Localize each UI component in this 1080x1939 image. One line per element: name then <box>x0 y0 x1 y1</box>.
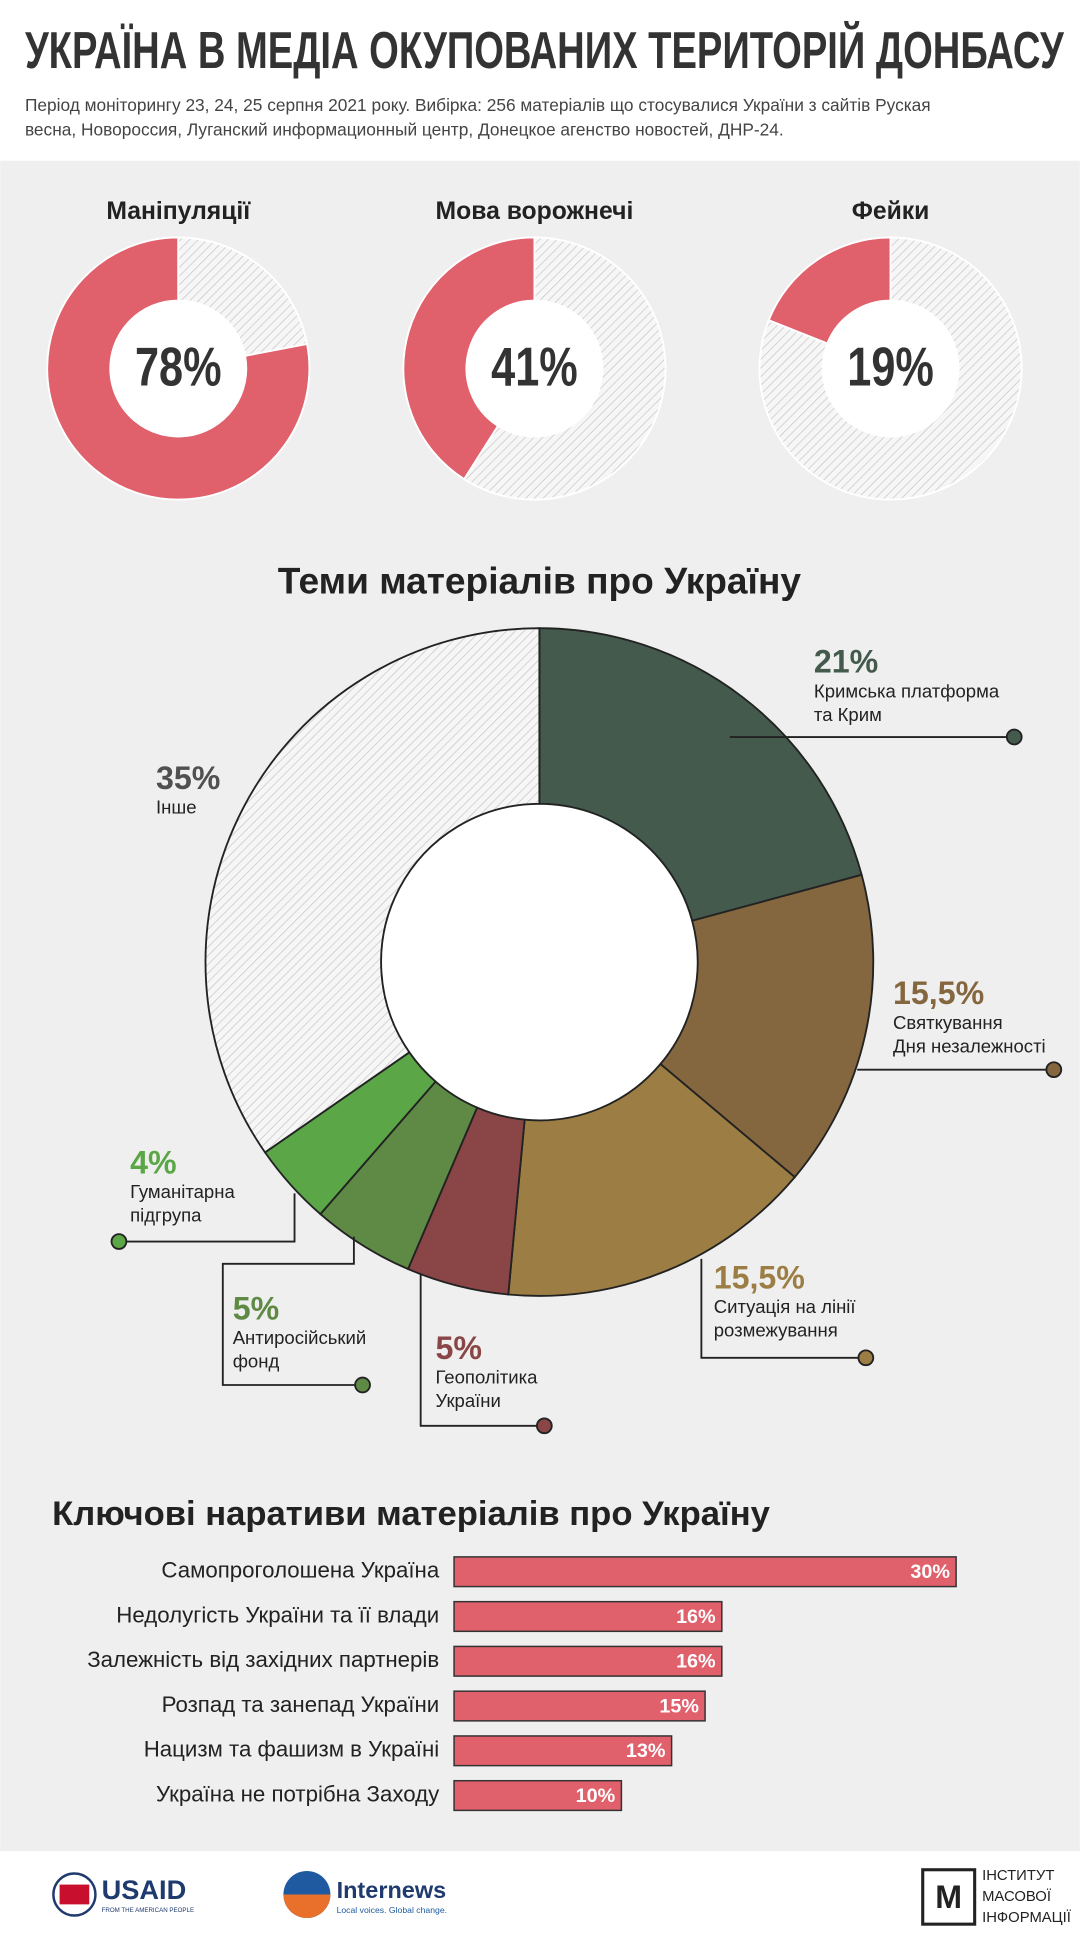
segment-value-label: 15,5% <box>893 975 984 1011</box>
segment-label: фонд <box>233 1351 280 1372</box>
donut-segment <box>46 236 311 501</box>
donut-segment <box>758 236 1023 501</box>
bar-category-label: Нацизм та фашизм в Україні <box>144 1737 439 1762</box>
donut-segment <box>462 236 667 501</box>
donut-title: Маніпуляції <box>106 198 251 225</box>
bar-category-label: Залежність від західних партнерів <box>87 1647 439 1672</box>
bar <box>453 1735 673 1767</box>
leader-line <box>419 1273 545 1427</box>
donut-hole <box>822 300 959 437</box>
donut-hole <box>110 300 247 437</box>
donut-segment <box>538 627 863 922</box>
segment-label: та Крим <box>814 704 882 725</box>
segment-label: Інше <box>156 797 197 818</box>
bar-category-label: Україна не потрібна Заходу <box>156 1781 440 1806</box>
imi-mark: М <box>935 1879 962 1915</box>
segment-label: Кримська платформа <box>814 680 1000 701</box>
segment-label: підгрупа <box>130 1205 202 1226</box>
usaid-logo: USAID <box>102 1874 187 1905</box>
donut-segment <box>402 236 536 481</box>
segment-value-label: 21% <box>814 644 878 680</box>
donut-title: Мова ворожнечі <box>436 198 634 225</box>
segment-label: Геополітика <box>436 1367 539 1388</box>
donut-segment <box>767 236 892 345</box>
bar-value-label: 15% <box>659 1695 699 1717</box>
donut-title: Фейки <box>852 198 930 225</box>
bar <box>453 1556 957 1588</box>
donut-segment <box>177 236 309 357</box>
segment-value-label: 4% <box>130 1144 176 1180</box>
imi-box <box>921 1868 977 1926</box>
leader-dot <box>354 1376 371 1394</box>
internews-icon-part <box>283 1894 331 1918</box>
bar-value-label: 13% <box>626 1740 666 1762</box>
segment-value-label: 15,5% <box>714 1259 805 1295</box>
usaid-seal-inner <box>59 1884 90 1905</box>
donut-hole <box>466 300 603 437</box>
segment-value-label: 5% <box>233 1290 279 1326</box>
bar <box>453 1600 723 1633</box>
imi-text: ІНСТИТУТ <box>982 1868 1054 1884</box>
donut-segment <box>507 1062 797 1297</box>
imi-text: ІНФОРМАЦІЇ <box>982 1909 1072 1926</box>
chart-title: Теми матеріалів про Україну <box>278 559 802 601</box>
internews-logo: Internews <box>337 1877 447 1903</box>
bar-category-label: Недолугість України та її влади <box>116 1602 439 1627</box>
segment-label: Ситуація на лінії <box>714 1296 856 1317</box>
leader-dot <box>110 1233 128 1250</box>
subtitle-line: весна, Новороссия, Луганский информацион… <box>25 120 784 140</box>
donut-value-label: 41% <box>491 336 578 397</box>
leader-dot <box>1045 1061 1063 1079</box>
chart-title: Ключові наративи матеріалів про Україну <box>52 1495 770 1533</box>
segment-label: Антиросійський <box>233 1327 367 1348</box>
segment-label: Гуманітарна <box>130 1181 235 1202</box>
bar <box>453 1779 623 1812</box>
leader-dot <box>535 1417 553 1435</box>
segment-value-label: 5% <box>436 1330 482 1366</box>
donut-value-label: 78% <box>135 336 222 397</box>
leader-line <box>700 1258 866 1359</box>
leader-dot <box>857 1349 875 1367</box>
subtitle-line: Період моніторингу 23, 24, 25 серпня 202… <box>25 95 931 115</box>
bar-value-label: 16% <box>676 1651 716 1673</box>
segment-label: Дня незалежності <box>893 1035 1046 1056</box>
donut-segment <box>659 873 875 1179</box>
header-bg <box>0 0 1080 161</box>
segment-value-label: 35% <box>156 760 220 796</box>
segment-label: України <box>436 1390 501 1411</box>
imi-text: МАСОВОЇ <box>982 1888 1052 1905</box>
donut-hole <box>381 803 698 1121</box>
bar <box>453 1645 723 1677</box>
segment-label: розмежування <box>714 1320 838 1341</box>
donut-segment <box>204 627 541 1154</box>
bar <box>453 1690 706 1722</box>
internews-tagline: Local voices. Global change. <box>337 1905 447 1915</box>
bar-value-label: 10% <box>576 1785 616 1807</box>
bar-value-label: 16% <box>676 1606 716 1628</box>
usaid-tagline: FROM THE AMERICAN PEOPLE <box>102 1907 194 1914</box>
leader-dot <box>1005 728 1023 746</box>
footer: USAID FROM THE AMERICAN PEOPLE Internews… <box>52 1868 1072 1926</box>
leader-line <box>118 1193 296 1243</box>
bar-value-label: 30% <box>910 1561 950 1583</box>
bar-category-label: Самопроголошена Україна <box>161 1558 439 1583</box>
page-title: УКРАЇНА В МЕДІА ОКУПОВАНИХ ТЕРИТОРІЙ ДОН… <box>25 21 1064 80</box>
segment-label: Святкування <box>893 1012 1003 1033</box>
bar-category-label: Розпад та занепад України <box>162 1692 440 1717</box>
leader-line <box>221 1236 363 1386</box>
donut-value-label: 19% <box>847 336 934 397</box>
